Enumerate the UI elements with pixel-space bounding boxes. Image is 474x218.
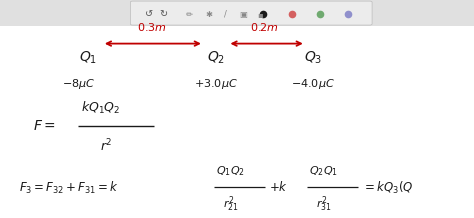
Text: $r^2_{31}$: $r^2_{31}$	[316, 194, 331, 214]
Text: ↻: ↻	[159, 9, 168, 19]
Text: $0.3m$: $0.3m$	[137, 21, 166, 33]
Bar	[0, 0, 474, 26]
Text: ▣: ▣	[239, 10, 246, 19]
Text: /: /	[224, 10, 227, 19]
Text: $F=$: $F=$	[33, 119, 56, 133]
Text: $Q_2$: $Q_2$	[207, 49, 225, 66]
Text: $Q_1$: $Q_1$	[79, 49, 97, 66]
Text: $Q_1Q_2$: $Q_1Q_2$	[216, 164, 245, 178]
Text: $+ k$: $+ k$	[269, 181, 288, 194]
Text: $kQ_1Q_2$: $kQ_1Q_2$	[81, 100, 120, 116]
Text: $r^2_{21}$: $r^2_{21}$	[223, 194, 238, 214]
Text: $r^2$: $r^2$	[100, 138, 112, 154]
Text: ▪: ▪	[257, 10, 263, 19]
Text: ✏: ✏	[186, 10, 193, 19]
Text: $F_3 = F_{32} + F_{31} = k$: $F_3 = F_{32} + F_{31} = k$	[19, 179, 119, 196]
Text: ✱: ✱	[205, 10, 212, 19]
Text: $-8\mu C$: $-8\mu C$	[62, 77, 95, 91]
Text: $= kQ_3(Q$: $= kQ_3(Q$	[362, 179, 413, 196]
Text: $+3.0\mu C$: $+3.0\mu C$	[194, 77, 237, 91]
Text: $Q_3$: $Q_3$	[304, 49, 322, 66]
Text: $0.2m$: $0.2m$	[250, 21, 279, 33]
FancyBboxPatch shape	[130, 1, 372, 25]
Text: ↺: ↺	[145, 9, 154, 19]
Text: $-4.0\mu C$: $-4.0\mu C$	[291, 77, 335, 91]
Text: $Q_2Q_1$: $Q_2Q_1$	[309, 164, 337, 178]
